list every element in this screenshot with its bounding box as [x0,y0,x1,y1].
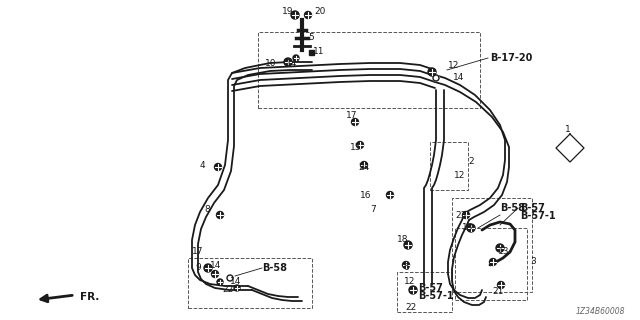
Text: 1: 1 [565,125,571,134]
Text: 14: 14 [286,59,298,68]
Bar [397,272,452,312]
Text: 20: 20 [314,6,325,15]
Text: 6: 6 [403,263,409,273]
Text: B-57-1: B-57-1 [418,291,454,301]
Circle shape [403,261,410,268]
Circle shape [351,118,358,125]
Circle shape [409,286,417,294]
Text: FR.: FR. [80,292,99,302]
Circle shape [227,275,233,281]
Circle shape [463,212,470,219]
Text: 9: 9 [195,263,201,273]
Text: B-58: B-58 [262,263,287,273]
Circle shape [356,141,364,148]
Text: 10: 10 [265,60,276,68]
Text: 17: 17 [346,110,358,119]
Circle shape [291,11,299,19]
Text: 5: 5 [308,34,314,43]
Text: 4: 4 [200,161,205,170]
Text: 14: 14 [453,74,465,83]
Text: 2: 2 [468,157,474,166]
Circle shape [428,68,436,76]
Text: B-58: B-58 [500,203,525,213]
Text: 22: 22 [222,285,233,294]
Text: 13: 13 [462,223,474,233]
Text: 1Z34B60008: 1Z34B60008 [575,307,625,316]
Text: B-17-20: B-17-20 [490,53,532,63]
Circle shape [490,259,497,266]
Text: 11: 11 [313,47,324,57]
Text: 19: 19 [282,6,294,15]
Text: 8: 8 [204,205,210,214]
Text: 21: 21 [492,287,504,297]
Circle shape [284,58,292,66]
Circle shape [214,164,221,171]
Text: 12: 12 [448,61,460,70]
Circle shape [387,191,394,198]
Text: B-57: B-57 [520,203,545,213]
Text: 18: 18 [397,236,408,244]
Circle shape [234,285,240,291]
Circle shape [305,12,312,19]
Text: 24: 24 [358,164,369,172]
Text: 16: 16 [360,190,371,199]
Text: 14: 14 [210,260,221,269]
Bar [308,50,314,54]
Circle shape [204,264,212,272]
Bar [188,258,312,308]
Text: 22: 22 [405,303,416,313]
Text: 13: 13 [498,247,509,257]
Text: B-57-1: B-57-1 [520,211,556,221]
Circle shape [404,241,412,249]
Text: 3: 3 [530,258,536,267]
Text: 12: 12 [404,277,415,286]
Text: 15: 15 [350,142,362,151]
Circle shape [496,244,504,252]
Text: 23: 23 [455,211,467,220]
Circle shape [293,55,299,61]
Circle shape [433,75,439,81]
Text: 17: 17 [192,247,204,257]
Circle shape [467,224,475,232]
Circle shape [360,162,367,169]
Text: B-57: B-57 [418,283,443,293]
Circle shape [211,270,218,277]
Text: 14: 14 [230,277,241,286]
Bar [455,228,527,300]
Bar [452,198,532,292]
Circle shape [216,212,223,219]
Text: 7: 7 [370,205,376,214]
Bar [430,142,468,190]
Text: 12: 12 [454,171,465,180]
Circle shape [497,282,504,289]
Bar [258,32,480,108]
Circle shape [217,279,223,285]
